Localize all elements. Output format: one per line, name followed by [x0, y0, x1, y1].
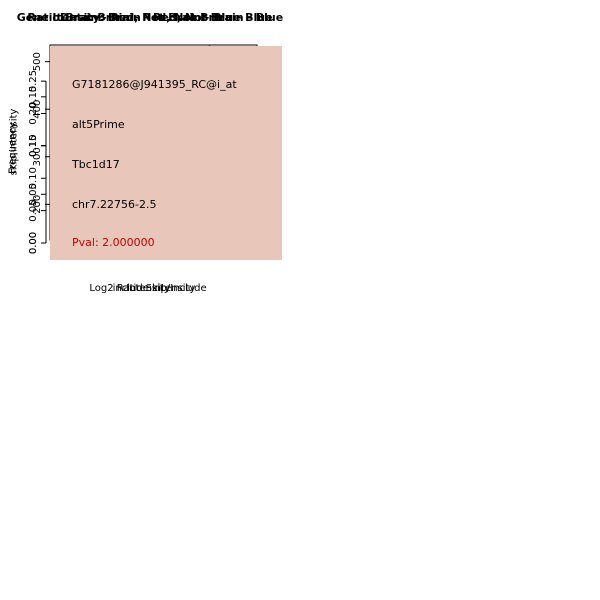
panel-gene-info: G7181286@J941395_RC@i_at alt5Prime Tbc1d…: [0, 0, 300, 300]
gene-histogram-title: Gene Itensity: Brain - Red, Not Brain - …: [16, 11, 284, 24]
y-tick-label: 0.10: [28, 167, 39, 189]
gene-info-box: G7181286@J941395_RC@i_at alt5Prime Tbc1d…: [50, 46, 282, 260]
y-tick-label: 0.00: [28, 232, 39, 254]
y-tick-label: 0.25: [28, 70, 39, 92]
ratio-histogram-title: RatioData: Brain - Red, Not Brain - Blue: [27, 11, 273, 24]
y-tick-label: 0.00: [28, 232, 39, 254]
splice-event-type-text: alt5Prime: [72, 118, 125, 131]
scatter-x-axis-label: include intensity: [112, 283, 196, 294]
y-tick-label: 0.20: [28, 102, 39, 124]
pvalue-text: Pval: 2.000000: [72, 236, 155, 249]
y-tick-label: 200: [32, 195, 43, 214]
gene-symbol-text: Tbc1d17: [72, 158, 120, 171]
y-tick-label: 400: [32, 100, 43, 119]
ratio-x-axis-label: Log2 Ratio Skip/Include: [89, 283, 207, 294]
y-tick-label: 0.05: [28, 199, 39, 221]
gene-x-axis-label: Intensity: [126, 283, 170, 294]
y-tick-label: 0.10: [28, 134, 39, 156]
y-tick-label: 300: [32, 147, 43, 166]
y-tick-label: 0.15: [28, 135, 39, 157]
y-tick-label: 0.05: [28, 183, 39, 205]
probe-id-text: G7181286@J941395_RC@i_at: [72, 78, 237, 91]
y-tick-label: 0.15: [28, 86, 39, 108]
scatter-title: Brain - Red, Not Brain - Blue: [65, 11, 241, 24]
genomic-location-text: chr7.22756-2.5: [72, 198, 157, 211]
y-tick-label: 500: [32, 52, 43, 71]
